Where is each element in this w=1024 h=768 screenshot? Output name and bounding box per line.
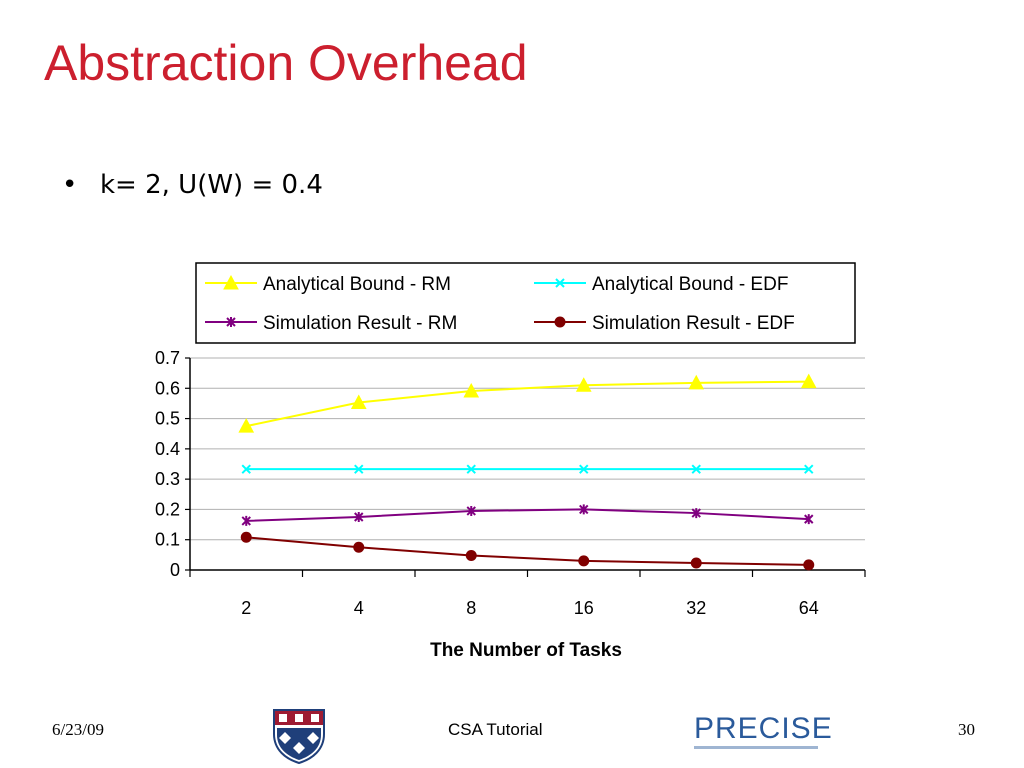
data-point-1-5	[804, 464, 814, 474]
data-point-3-1	[353, 541, 365, 553]
chart-axes: 0 0.1 0.2 0.3 0.4 0.5 0.6 0.7 2 4 8 16 32 64	[155, 348, 866, 618]
y-tick-label-0: 0	[170, 560, 180, 580]
data-point-0-3	[575, 377, 592, 392]
data-point-2-4	[691, 508, 701, 519]
data-point-2-3	[579, 504, 589, 515]
chart-series	[238, 373, 817, 571]
data-point-2-2	[466, 505, 476, 516]
data-point-0-4	[688, 374, 705, 390]
bullet-dot: •	[62, 170, 78, 200]
y-tick-label-7: 0.7	[155, 348, 180, 368]
data-point-0-5	[800, 373, 817, 389]
slide-title: Abstraction Overhead	[44, 35, 528, 91]
legend-label-1: Analytical Bound - EDF	[592, 274, 788, 295]
x-tick-label-0: 2	[241, 598, 251, 618]
y-tick-label-1: 0.1	[155, 530, 180, 550]
data-point-1-0	[241, 464, 251, 474]
y-tick-label-3: 0.3	[155, 469, 180, 489]
series-3	[240, 531, 815, 571]
series-line-3	[246, 536, 809, 566]
series-0	[238, 373, 817, 433]
y-tick-label-6: 0.6	[155, 378, 180, 398]
data-point-1-4	[691, 464, 701, 474]
legend-item-0: Analytical Bound - RM	[205, 274, 451, 295]
data-point-3-3	[578, 555, 590, 567]
data-point-3-5	[803, 559, 815, 571]
x-tick-label-3: 16	[574, 598, 594, 618]
legend-item-1: Analytical Bound - EDF	[534, 274, 788, 295]
bullet-item: • k= 2, U(W) = 0.4	[62, 170, 323, 200]
legend-label-2: Simulation Result - RM	[263, 313, 457, 334]
legend-swatch-marker-3	[554, 316, 566, 328]
y-tick-label-4: 0.4	[155, 439, 180, 459]
penn-shield-logo	[273, 709, 325, 764]
series-1	[241, 464, 814, 474]
series-line-0	[246, 380, 809, 428]
footer-title: CSA Tutorial	[448, 720, 543, 739]
legend-swatch-marker-0	[223, 274, 239, 290]
data-point-1-2	[466, 464, 476, 474]
page-number: 30	[958, 720, 975, 739]
x-axis-label: The Number of Tasks	[430, 640, 622, 661]
precise-logo: PRECISE	[694, 714, 833, 749]
data-point-1-1	[354, 464, 364, 474]
legend-swatch-marker-1	[555, 278, 565, 288]
chart-gridlines	[190, 357, 865, 541]
y-tick-label-5: 0.5	[155, 409, 180, 429]
x-tick-label-4: 32	[686, 598, 706, 618]
x-tick-label-5: 64	[799, 598, 819, 618]
footer-date: 6/23/09	[52, 720, 104, 739]
data-point-2-5	[804, 514, 814, 525]
chart-legend: Analytical Bound - RM Analytical Bound - …	[195, 262, 856, 344]
precise-logo-text: PRECISE	[694, 712, 833, 745]
precise-logo-underline	[694, 746, 818, 749]
legend-label-3: Simulation Result - EDF	[592, 313, 795, 334]
series-2	[241, 504, 814, 526]
data-point-2-0	[241, 515, 251, 526]
legend-label-0: Analytical Bound - RM	[263, 274, 451, 295]
y-tick-label-2: 0.2	[155, 499, 180, 519]
x-tick-label-1: 4	[354, 598, 364, 618]
data-point-3-0	[240, 531, 252, 543]
legend-box	[195, 262, 856, 344]
series-line-2	[246, 508, 809, 522]
data-point-2-1	[354, 512, 364, 522]
legend-item-3: Simulation Result - EDF	[534, 313, 795, 334]
data-point-0-2	[463, 382, 480, 398]
bullet-text: k= 2, U(W) = 0.4	[100, 170, 323, 200]
line-chart: Analytical Bound - RM Analytical Bound - …	[155, 262, 866, 661]
legend-swatch-marker-2	[226, 317, 236, 327]
legend-item-2: Simulation Result - RM	[205, 313, 457, 334]
data-point-0-1	[350, 394, 367, 410]
data-point-3-4	[690, 557, 702, 569]
x-tick-label-2: 8	[466, 598, 476, 618]
data-point-0-0	[238, 418, 255, 433]
data-point-3-2	[465, 549, 477, 561]
data-point-1-3	[579, 464, 589, 474]
